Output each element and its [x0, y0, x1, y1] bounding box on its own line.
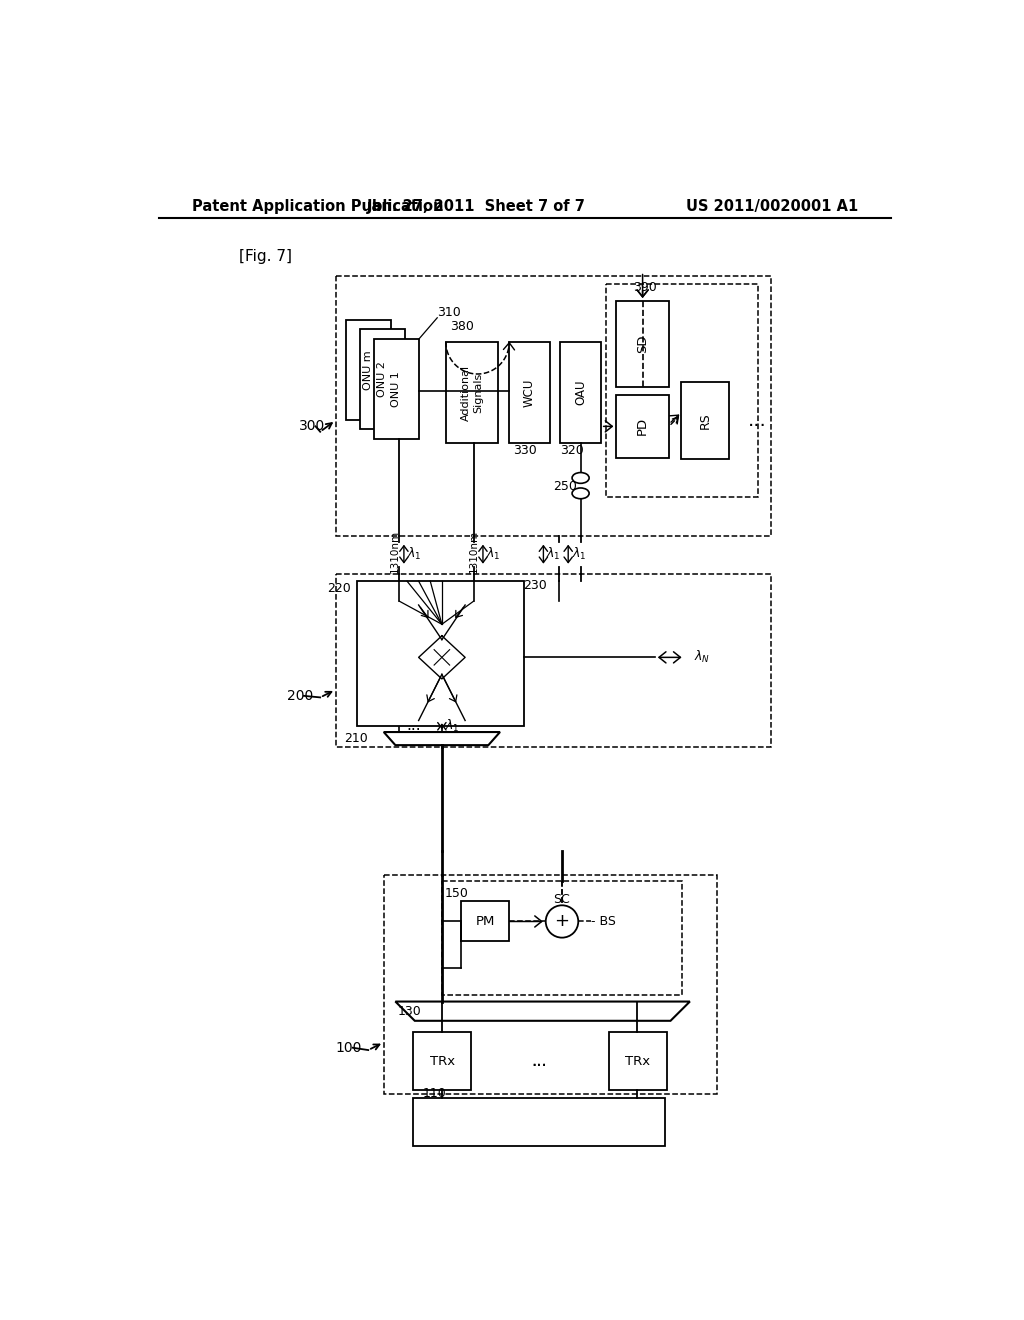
Text: ...: ... [530, 1052, 547, 1069]
Text: WCU: WCU [523, 379, 536, 407]
Bar [359, 330, 404, 429]
Bar [384, 874, 717, 1094]
Text: $\lambda_N$: $\lambda_N$ [693, 649, 710, 665]
Bar [414, 1098, 665, 1146]
Text: 320: 320 [560, 445, 585, 458]
Bar [608, 1032, 667, 1090]
Bar [509, 342, 550, 444]
Bar [616, 301, 669, 387]
Bar [681, 381, 729, 459]
Text: PD: PD [636, 417, 649, 436]
Text: Additional
Signals: Additional Signals [461, 364, 483, 421]
Text: 200: 200 [287, 689, 313, 702]
Text: 330: 330 [513, 445, 537, 458]
Bar [414, 1032, 471, 1090]
Text: Patent Application Publication: Patent Application Publication [191, 198, 443, 214]
Text: 1310nm: 1310nm [389, 529, 399, 573]
Text: 210: 210 [344, 731, 369, 744]
Bar [461, 902, 509, 941]
Text: $\lambda_1$: $\lambda_1$ [408, 546, 422, 562]
Bar [442, 880, 682, 995]
Polygon shape [384, 733, 500, 744]
Text: 250: 250 [553, 480, 577, 492]
Text: 220: 220 [328, 582, 351, 594]
Circle shape [546, 906, 579, 937]
Text: ONU 2: ONU 2 [377, 362, 387, 397]
Text: - BS: - BS [591, 915, 615, 928]
Text: 380: 380 [450, 319, 473, 333]
Text: 300: 300 [299, 420, 325, 433]
Ellipse shape [572, 473, 589, 483]
Text: $\lambda_1$: $\lambda_1$ [486, 546, 501, 562]
Polygon shape [395, 1002, 690, 1020]
Text: 130: 130 [397, 1005, 422, 1018]
Text: 150: 150 [444, 887, 468, 900]
Bar [336, 276, 771, 536]
Text: PM: PM [475, 915, 495, 928]
Text: SC: SC [554, 892, 570, 906]
Text: TRx: TRx [430, 1055, 455, 1068]
Text: OAU: OAU [574, 380, 587, 405]
Bar [357, 581, 524, 726]
Bar [560, 342, 601, 444]
Text: SD: SD [636, 335, 649, 354]
Text: RS: RS [698, 412, 712, 429]
Text: $\lambda_1$: $\lambda_1$ [571, 546, 587, 562]
Bar [346, 321, 391, 420]
Bar [374, 339, 419, 440]
Text: 310: 310 [437, 306, 461, 319]
Bar [445, 342, 499, 444]
Text: ONU m: ONU m [364, 350, 374, 389]
Text: +: + [555, 912, 569, 931]
Text: US 2011/0020001 A1: US 2011/0020001 A1 [686, 198, 858, 214]
Ellipse shape [572, 488, 589, 499]
Text: 100: 100 [336, 1040, 362, 1055]
Text: $\lambda_1$: $\lambda_1$ [546, 546, 561, 562]
Text: 110: 110 [423, 1088, 446, 1101]
Bar [616, 395, 669, 458]
Text: 1310nm: 1310nm [469, 529, 478, 573]
Text: $\lambda_1$: $\lambda_1$ [444, 718, 460, 734]
Text: ...: ... [748, 411, 767, 430]
Text: ...: ... [406, 718, 421, 734]
Text: 230: 230 [523, 579, 547, 593]
Text: Jan. 27, 2011  Sheet 7 of 7: Jan. 27, 2011 Sheet 7 of 7 [368, 198, 586, 214]
Text: ONU 1: ONU 1 [391, 371, 401, 408]
Text: [Fig. 7]: [Fig. 7] [239, 249, 292, 264]
Text: 390: 390 [633, 281, 657, 294]
Bar [606, 284, 758, 498]
Bar [372, 601, 519, 723]
Text: TRx: TRx [625, 1055, 650, 1068]
Bar [336, 574, 771, 747]
Text: ...: ... [530, 1052, 547, 1069]
